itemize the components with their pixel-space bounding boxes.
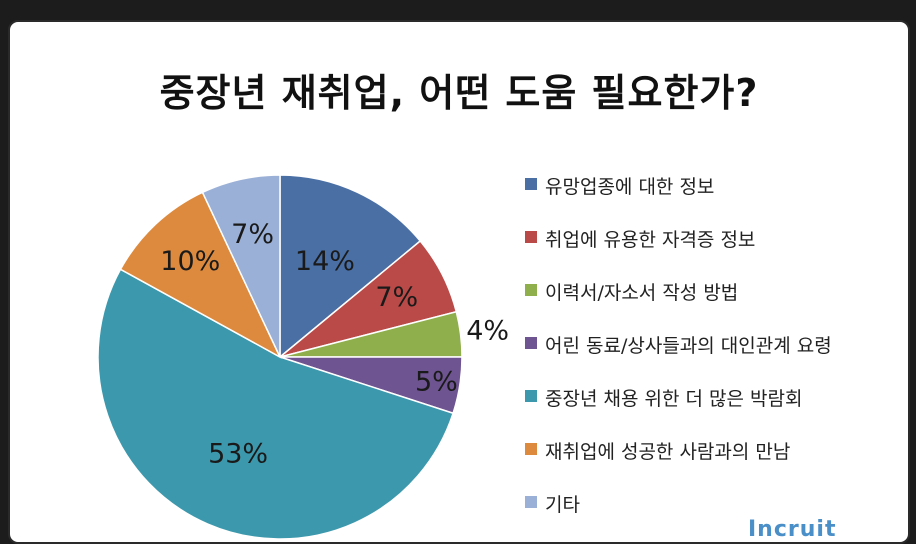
pie-chart: 14% 7% 4% 5% 53% 10% 7% <box>97 174 509 540</box>
pie-slice <box>119 191 282 359</box>
legend-swatch <box>525 284 537 296</box>
legend-label: 어린 동료/상사들과의 대인관계 요령 <box>545 335 832 357</box>
legend-label: 이력서/자소서 작성 방법 <box>545 282 739 304</box>
legend-swatch <box>525 178 537 190</box>
legend-item: 재취업에 성공한 사람과의 만남 <box>525 437 832 490</box>
legend-item: 유망업종에 대한 정보 <box>525 172 832 225</box>
pie-slice <box>201 174 281 358</box>
legend-swatch <box>525 337 537 349</box>
legend-swatch <box>525 390 537 402</box>
chart-frame: 중장년 재취업, 어떤 도움 필요한가? 14% 7% 4% 5% 53% 10% 7% 유… <box>8 20 910 544</box>
legend-item: 기타 <box>525 490 832 542</box>
slice-data-label: 4% <box>466 315 509 346</box>
legend-swatch <box>525 231 537 243</box>
legend-label: 취업에 유용한 자격증 정보 <box>545 229 756 251</box>
slice-data-label: 10% <box>160 246 220 277</box>
watermark-logo: Incruit <box>748 517 837 542</box>
slice-data-label: 7% <box>231 219 274 250</box>
legend-label: 재취업에 성공한 사람과의 만남 <box>545 441 791 463</box>
legend-swatch <box>525 496 537 508</box>
legend-item: 어린 동료/상사들과의 대인관계 요령 <box>525 331 832 384</box>
slice-data-label: 5% <box>415 366 458 397</box>
slice-data-label: 53% <box>208 438 268 469</box>
chart-title: 중장년 재취업, 어떤 도움 필요한가? <box>159 71 759 115</box>
legend-label: 기타 <box>545 494 580 516</box>
legend-item: 중장년 채용 위한 더 많은 박람회 <box>525 384 832 437</box>
pie-slice <box>279 174 422 359</box>
legend-item: 이력서/자소서 작성 방법 <box>525 278 832 331</box>
legend-label: 유망업종에 대한 정보 <box>545 176 715 198</box>
legend-item: 취업에 유용한 자격증 정보 <box>525 225 832 278</box>
pie-slice <box>97 268 455 540</box>
legend-label: 중장년 채용 위한 더 많은 박람회 <box>545 388 803 410</box>
slice-data-label: 7% <box>375 282 418 313</box>
legend-swatch <box>525 443 537 455</box>
slice-data-label: 14% <box>295 246 355 277</box>
